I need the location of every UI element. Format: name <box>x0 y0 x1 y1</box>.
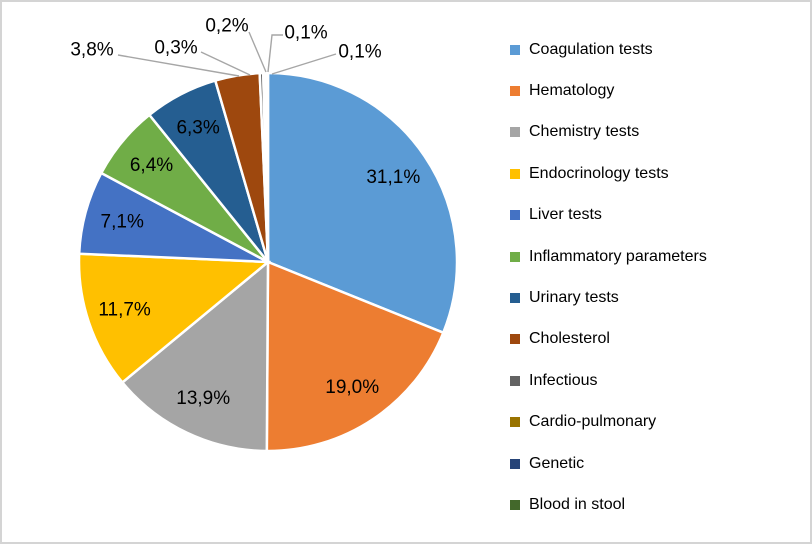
legend-label-inflammatory-parameters: Inflammatory parameters <box>529 247 707 265</box>
leader-line-infectious <box>200 51 251 76</box>
legend-swatch-genetic <box>510 458 520 469</box>
pie-slice-hematology <box>265 260 445 453</box>
legend-item-blood-in-stool: Blood in stool <box>510 484 805 525</box>
legend-item-liver-tests: Liver tests <box>510 195 805 236</box>
pie-slice-blood-in-stool <box>265 71 270 263</box>
pie-data-label-urinary-tests: 6,3% <box>176 117 219 138</box>
legend-item-inflammatory-parameters: Inflammatory parameters <box>510 236 805 277</box>
legend-label-cardio-pulmonary: Cardio-pulmonary <box>529 413 657 431</box>
legend-item-chemistry-tests: Chemistry tests <box>510 112 805 153</box>
legend-swatch-inflammatory-parameters <box>510 251 520 262</box>
pie-slice-chemistry-tests <box>120 259 270 453</box>
pie-callout-label-infectious: 0,3% <box>154 38 197 59</box>
pie-data-label-liver-tests: 7,1% <box>101 212 144 233</box>
legend-item-urinary-tests: Urinary tests <box>510 277 805 318</box>
pie-data-label-coagulation-tests: 31,1% <box>366 167 420 188</box>
legend-swatch-cholesterol <box>510 334 520 345</box>
pie-slice-endocrinology-tests <box>77 252 272 385</box>
pie-data-label-inflammatory-parameters: 6,4% <box>130 155 173 176</box>
legend-label-cholesterol: Cholesterol <box>529 330 610 348</box>
pie-data-label-chemistry-tests: 13,9% <box>176 388 230 409</box>
legend-item-hematology: Hematology <box>510 70 805 111</box>
legend-label-endocrinology-tests: Endocrinology tests <box>529 164 669 182</box>
pie-callout-label-blood-in-stool: 0,1% <box>338 42 381 63</box>
pie-data-label-endocrinology-tests: 11,7% <box>98 300 151 321</box>
pie-callout-label-genetic: 0,1% <box>284 23 327 44</box>
legend-swatch-blood-in-stool <box>510 499 520 510</box>
legend-item-coagulation-tests: Coagulation tests <box>510 29 805 70</box>
legend-swatch-hematology <box>510 86 520 97</box>
leader-line-genetic <box>267 34 283 73</box>
pie-callout-label-cardio-pulmonary: 0,2% <box>205 16 248 37</box>
legend-label-genetic: Genetic <box>529 454 585 472</box>
legend-item-genetic: Genetic <box>510 443 805 484</box>
leader-line-cardio-pulmonary <box>248 31 267 73</box>
legend-swatch-urinary-tests <box>510 293 520 304</box>
legend-swatch-cardio-pulmonary <box>510 417 520 428</box>
pie-callout-label-cholesterol: 3,8% <box>70 40 113 61</box>
legend-item-infectious: Infectious <box>510 360 805 401</box>
pie-slice-coagulation-tests <box>266 71 459 335</box>
legend-label-urinary-tests: Urinary tests <box>529 289 619 307</box>
legend-item-endocrinology-tests: Endocrinology tests <box>510 153 805 194</box>
legend-swatch-coagulation-tests <box>510 44 520 55</box>
legend-item-cardio-pulmonary: Cardio-pulmonary <box>510 402 805 443</box>
legend-swatch-endocrinology-tests <box>510 168 520 179</box>
legend-label-infectious: Infectious <box>529 371 598 389</box>
legend-label-liver-tests: Liver tests <box>529 206 602 224</box>
chart-legend: Coagulation tests Hematology Chemistry tes… <box>510 29 805 526</box>
legend-swatch-liver-tests <box>510 210 520 221</box>
legend-label-coagulation-tests: Coagulation tests <box>529 40 653 58</box>
pie-data-label-hematology: 19,0% <box>325 377 379 398</box>
legend-label-blood-in-stool: Blood in stool <box>529 495 626 513</box>
leader-line-blood-in-stool <box>271 53 337 75</box>
legend-item-cholesterol: Cholesterol <box>510 319 805 360</box>
legend-label-chemistry-tests: Chemistry tests <box>529 123 640 141</box>
legend-swatch-chemistry-tests <box>510 127 520 138</box>
legend-label-hematology: Hematology <box>529 82 615 100</box>
legend-swatch-infectious <box>510 375 520 386</box>
leader-line-cholesterol <box>117 54 240 77</box>
